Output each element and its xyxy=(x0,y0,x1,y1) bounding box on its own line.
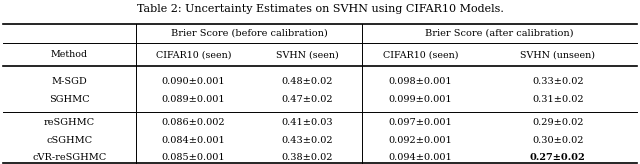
Text: 0.099±0.001: 0.099±0.001 xyxy=(388,95,452,104)
Text: SVHN (seen): SVHN (seen) xyxy=(275,51,339,59)
Text: 0.43±0.02: 0.43±0.02 xyxy=(281,136,333,145)
Text: 0.48±0.02: 0.48±0.02 xyxy=(281,77,333,86)
Text: 0.30±0.02: 0.30±0.02 xyxy=(532,136,584,145)
Text: Brier Score (before calibration): Brier Score (before calibration) xyxy=(171,28,327,37)
Text: SGHMC: SGHMC xyxy=(49,95,90,104)
Text: 0.085±0.001: 0.085±0.001 xyxy=(162,153,225,162)
Text: cSGHMC: cSGHMC xyxy=(46,136,93,145)
Text: cVR-reSGHMC: cVR-reSGHMC xyxy=(32,153,107,162)
Text: 0.38±0.02: 0.38±0.02 xyxy=(281,153,333,162)
Text: 0.31±0.02: 0.31±0.02 xyxy=(532,95,584,104)
Text: 0.29±0.02: 0.29±0.02 xyxy=(532,118,584,127)
Text: Table 2: Uncertainty Estimates on SVHN using CIFAR10 Models.: Table 2: Uncertainty Estimates on SVHN u… xyxy=(136,4,504,14)
Text: 0.27±0.02: 0.27±0.02 xyxy=(530,153,586,162)
Text: 0.084±0.001: 0.084±0.001 xyxy=(162,136,225,145)
Text: 0.098±0.001: 0.098±0.001 xyxy=(388,77,452,86)
Text: CIFAR10 (seen): CIFAR10 (seen) xyxy=(383,51,458,59)
Text: reSGHMC: reSGHMC xyxy=(44,118,95,127)
Text: Method: Method xyxy=(51,51,88,59)
Text: 0.089±0.001: 0.089±0.001 xyxy=(162,95,225,104)
Text: 0.092±0.001: 0.092±0.001 xyxy=(388,136,452,145)
Text: 0.47±0.02: 0.47±0.02 xyxy=(281,95,333,104)
Text: CIFAR10 (seen): CIFAR10 (seen) xyxy=(156,51,231,59)
Text: Brier Score (after calibration): Brier Score (after calibration) xyxy=(425,28,574,37)
Text: 0.094±0.001: 0.094±0.001 xyxy=(388,153,452,162)
Text: 0.086±0.002: 0.086±0.002 xyxy=(162,118,225,127)
Text: 0.097±0.001: 0.097±0.001 xyxy=(388,118,452,127)
Text: M-SGD: M-SGD xyxy=(52,77,87,86)
Text: 0.41±0.03: 0.41±0.03 xyxy=(281,118,333,127)
Text: 0.33±0.02: 0.33±0.02 xyxy=(532,77,584,86)
Text: SVHN (unseen): SVHN (unseen) xyxy=(520,51,595,59)
Text: 0.090±0.001: 0.090±0.001 xyxy=(162,77,225,86)
